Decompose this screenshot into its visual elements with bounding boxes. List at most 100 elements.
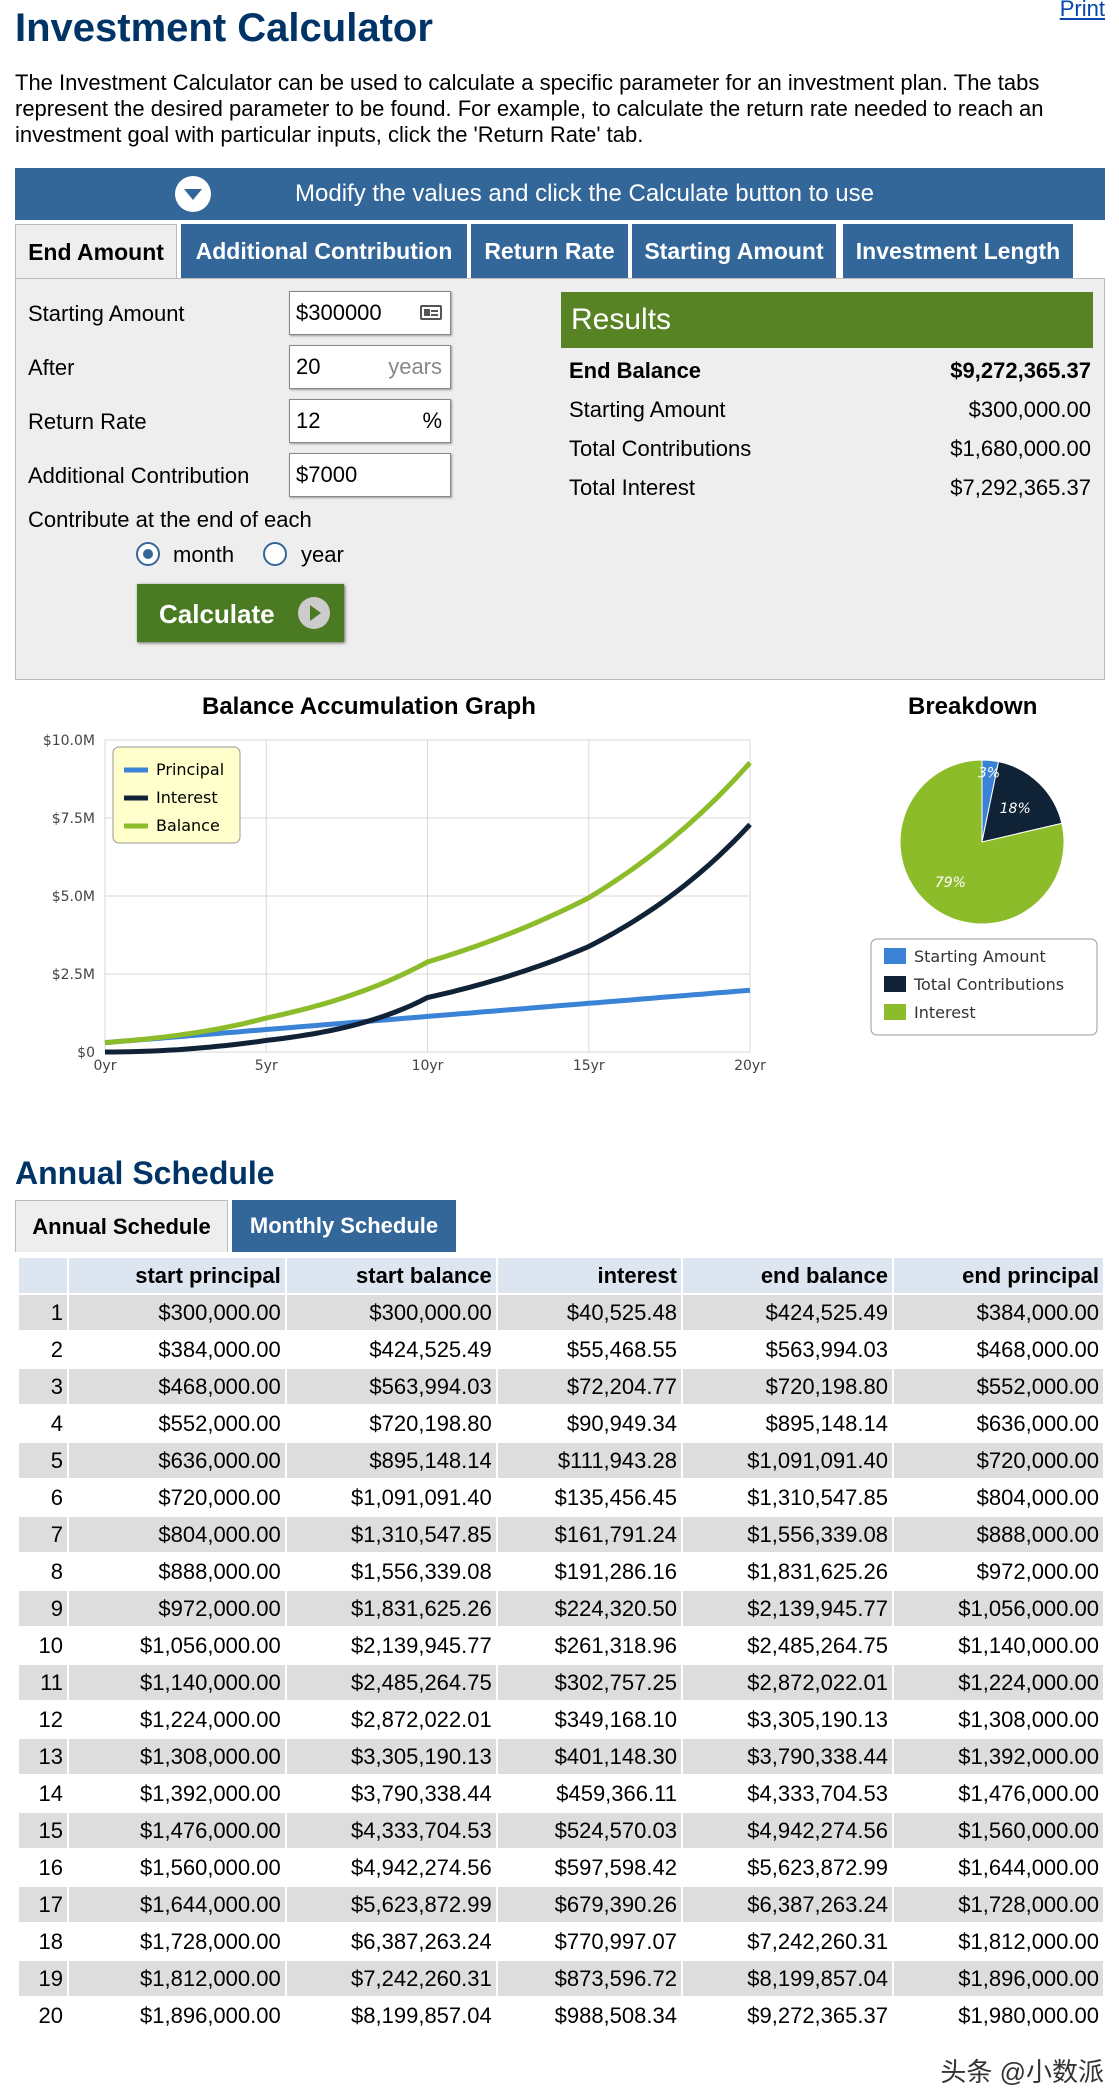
table-row: 20 $1,896,000.00 $8,199,857.04 $988,508.34 $… [19, 1998, 1103, 2033]
table-cell: $261,318.96 [554, 1632, 677, 1658]
table-cell: $424,525.49 [369, 1336, 492, 1362]
legend-label: Interest [914, 1003, 976, 1022]
column-header: end principal [893, 1258, 1103, 1293]
table-cell: 14 [38, 1780, 63, 1806]
table-cell: $2,872,022.01 [351, 1706, 492, 1732]
table-cell: 5 [19, 1443, 67, 1478]
table-cell: $302,757.25 [497, 1665, 681, 1700]
tab-investment-length[interactable]: Investment Length [843, 224, 1073, 278]
table-cell: $1,310,547.85 [286, 1517, 496, 1552]
radio-month[interactable] [136, 542, 160, 566]
tab-starting-amount[interactable]: Starting Amount [632, 224, 836, 278]
table-cell: $2,485,264.75 [286, 1665, 496, 1700]
table-cell: $401,148.30 [497, 1739, 681, 1774]
table-cell: $424,525.49 [682, 1295, 892, 1330]
table-row: 6 $720,000.00 $1,091,091.40 $135,456.45 $1,3… [19, 1480, 1103, 1515]
table-cell: $972,000.00 [69, 1591, 285, 1626]
table-cell: 7 [19, 1517, 67, 1552]
table-cell: 20 [38, 2002, 63, 2028]
modify-values-bar[interactable]: Modify the values and click the Calculat… [15, 168, 1105, 220]
table-row: 16 $1,560,000.00 $4,942,274.56 $597,598.42 $… [19, 1850, 1103, 1885]
table-cell: $1,140,000.00 [69, 1665, 285, 1700]
table-cell: $4,942,274.56 [351, 1854, 492, 1880]
pie-slice-label: 3% [978, 766, 1000, 782]
tab-return-rate[interactable]: Return Rate [471, 224, 628, 278]
table-cell: $2,485,264.75 [747, 1632, 888, 1658]
tab-end-amount[interactable]: End Amount [15, 224, 177, 280]
return-rate-input[interactable]: 12 % [289, 399, 451, 443]
table-cell: $636,000.00 [976, 1410, 1099, 1436]
table-cell: $1,980,000.00 [958, 2002, 1099, 2028]
result-value: $7,292,365.37 [950, 475, 1091, 500]
legend-label: Principal [156, 760, 224, 779]
y-tick-label: $7.5M [52, 811, 95, 827]
table-cell: $468,000.00 [69, 1369, 285, 1404]
print-link[interactable]: Print [1059, 0, 1105, 21]
tab-annual-schedule[interactable]: Annual Schedule [15, 1200, 228, 1252]
table-cell: $1,831,625.26 [747, 1558, 888, 1584]
table-row: 13 $1,308,000.00 $3,305,190.13 $401,148.30 $… [19, 1739, 1103, 1774]
table-cell: $888,000.00 [158, 1558, 281, 1584]
table-cell: $1,728,000.00 [893, 1887, 1103, 1922]
table-cell: $1,091,091.40 [351, 1484, 492, 1510]
table-cell: $1,644,000.00 [958, 1854, 1099, 1880]
calculate-button[interactable]: Calculate [137, 584, 344, 642]
table-cell: $1,560,000.00 [140, 1854, 281, 1880]
table-cell: $8,199,857.04 [351, 2002, 492, 2028]
table-cell: $552,000.00 [158, 1410, 281, 1436]
table-cell: 3 [19, 1369, 67, 1404]
annual-schedule-table: start principal start balance interest end … [17, 1256, 1105, 2035]
radio-year-label[interactable]: year [301, 542, 344, 567]
additional-contribution-input[interactable]: $7000 [289, 453, 451, 497]
table-cell: 19 [19, 1961, 67, 1996]
table-cell: $1,556,339.08 [351, 1558, 492, 1584]
table-cell: 4 [50, 1410, 63, 1436]
tab-additional-contribution[interactable]: Additional Contribution [181, 224, 467, 278]
calculator-panel: Starting Amount $300000 After 20 years R… [15, 278, 1105, 680]
table-row: 2 $384,000.00 $424,525.49 $55,468.55 $563,99… [19, 1332, 1103, 1367]
table-cell: 9 [19, 1591, 67, 1626]
return-rate-label: Return Rate [28, 409, 147, 434]
table-cell: $349,168.10 [554, 1706, 677, 1732]
column-header: end balance [682, 1258, 892, 1293]
table-cell: $1,056,000.00 [893, 1591, 1103, 1626]
y-tick-label: $2.5M [52, 967, 95, 983]
starting-amount-input[interactable]: $300000 [289, 291, 451, 335]
table-cell: $720,198.80 [369, 1410, 492, 1436]
results-header: Results [561, 292, 1093, 348]
table-cell: $720,198.80 [682, 1369, 892, 1404]
table-cell: $1,556,339.08 [682, 1517, 892, 1552]
result-label: Total Contributions [569, 436, 752, 461]
contact-card-icon[interactable] [420, 305, 442, 320]
table-cell: 12 [38, 1706, 63, 1732]
breakdown-title: Breakdown [908, 693, 1038, 720]
table-cell: $770,997.07 [554, 1928, 677, 1954]
table-row: 3 $468,000.00 $563,994.03 $72,204.77 $720,19… [19, 1369, 1103, 1404]
table-cell: $563,994.03 [765, 1336, 888, 1362]
legend-swatch [884, 976, 906, 992]
table-cell: $636,000.00 [69, 1443, 285, 1478]
after-years-input[interactable]: 20 years [289, 345, 451, 389]
additional-contribution-label: Additional Contribution [28, 463, 250, 488]
watermark: 头条 @小数派 [940, 2057, 1104, 2087]
radio-month-label[interactable]: month [173, 542, 235, 567]
chevron-down-icon[interactable] [175, 176, 211, 212]
table-cell: $888,000.00 [893, 1517, 1103, 1552]
table-cell: $3,790,338.44 [351, 1780, 492, 1806]
pie-slice-label: 79% [935, 875, 966, 891]
percent-suffix: % [422, 408, 442, 433]
table-cell: $6,387,263.24 [351, 1928, 492, 1954]
table-cell: $3,790,338.44 [682, 1739, 892, 1774]
table-cell: $468,000.00 [976, 1336, 1099, 1362]
radio-year[interactable] [263, 542, 287, 566]
tab-monthly-schedule[interactable]: Monthly Schedule [232, 1200, 456, 1252]
result-label: End Balance [569, 358, 702, 383]
table-row: 4 $552,000.00 $720,198.80 $90,949.34 $895,14… [19, 1406, 1103, 1441]
table-cell: $3,305,190.13 [286, 1739, 496, 1774]
column-header: start balance [286, 1258, 496, 1293]
table-cell: 2 [50, 1336, 63, 1362]
table-cell: $895,148.14 [286, 1443, 496, 1478]
table-row: 12 $1,224,000.00 $2,872,022.01 $349,168.10 $… [19, 1702, 1103, 1737]
table-cell: $1,476,000.00 [69, 1813, 285, 1848]
result-label: Starting Amount [569, 397, 726, 422]
